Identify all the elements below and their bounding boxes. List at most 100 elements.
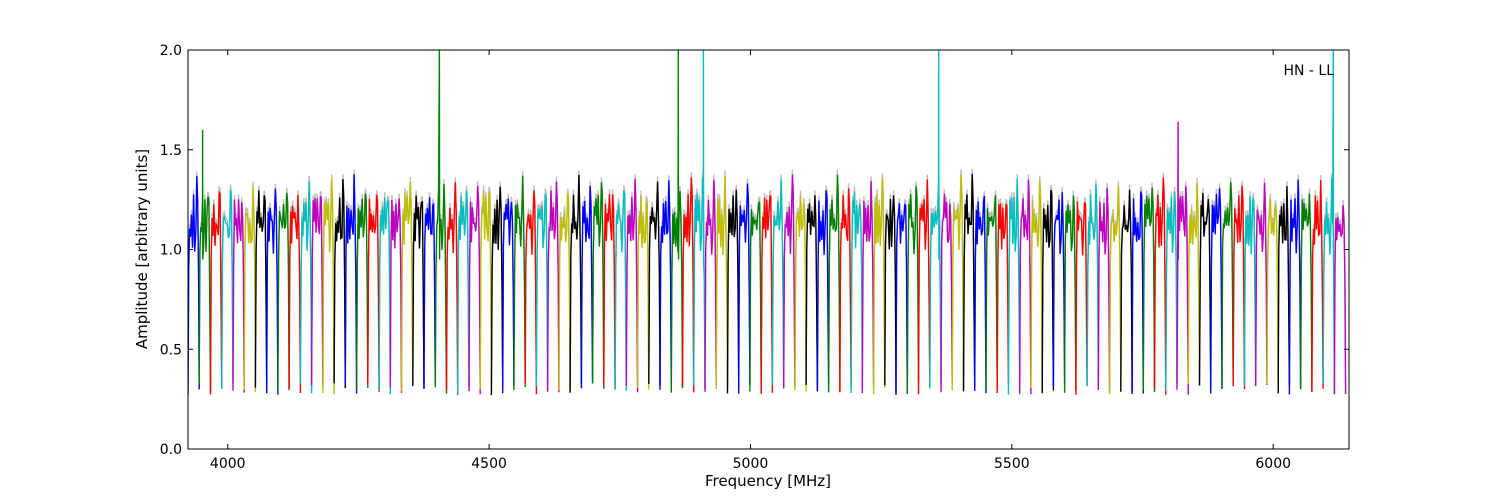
channel-line [996, 203, 1010, 394]
channel-line [1176, 121, 1190, 395]
channel-line [412, 195, 425, 389]
channel-line [1142, 187, 1156, 393]
channel-line [603, 194, 616, 390]
channel-line [917, 179, 931, 395]
channel-line [513, 175, 526, 391]
channel-line [704, 179, 717, 392]
channel-line [962, 173, 976, 392]
channel-line [715, 175, 729, 390]
channel-line [546, 181, 560, 393]
channel-line [1153, 177, 1167, 395]
channel-line [355, 193, 369, 390]
channel-line [310, 196, 324, 386]
background-channel-line [378, 192, 391, 390]
channel-line [1030, 180, 1043, 391]
background-channel-line [985, 190, 998, 385]
background-channel-line [749, 196, 762, 389]
background-channel-line [1075, 196, 1088, 390]
y-axis-label: Amplitude [arbitrary units] [133, 149, 151, 349]
channel-line [940, 193, 953, 393]
channel-line [1209, 188, 1223, 394]
channel-line [1108, 186, 1122, 395]
channel-line [749, 201, 762, 394]
background-channel-line [614, 185, 627, 386]
channel-line [1086, 184, 1100, 387]
channel-line [1007, 178, 1021, 395]
x-tick-label: 5000 [733, 456, 769, 472]
channel-line [333, 178, 346, 389]
channel-line [839, 188, 852, 392]
channel-line [243, 186, 257, 392]
channel-line [1052, 192, 1066, 387]
channel-line [400, 181, 414, 392]
channel-line [648, 181, 661, 386]
background-channel-line [423, 192, 436, 384]
channel-line [535, 193, 549, 391]
channel-line [1131, 191, 1145, 395]
channel-line [389, 198, 403, 393]
channel-line [929, 50, 942, 389]
channel-line [951, 174, 965, 392]
background-channel-line [1131, 186, 1145, 390]
channel-line [209, 190, 223, 395]
channel-line [906, 186, 920, 395]
background-channel-line [254, 185, 268, 388]
channel-line [1333, 205, 1347, 395]
panel-annotation: HN - LL [1283, 63, 1334, 79]
channel-line [693, 50, 706, 389]
channel-line [445, 182, 459, 395]
background-channel-line [412, 190, 425, 385]
channel-line [1165, 191, 1178, 391]
channel-line [1097, 187, 1111, 392]
y-tick-label: 0.5 [160, 342, 182, 358]
background-channel-line [895, 198, 908, 390]
channel-line [322, 179, 335, 395]
channel-line [816, 190, 830, 390]
channel-line [805, 195, 819, 392]
channel-line [569, 174, 583, 393]
background-channel-line [355, 188, 369, 385]
channel-line [726, 189, 740, 394]
x-tick-label: 6000 [1255, 456, 1291, 472]
channel-line [1063, 195, 1077, 393]
channel-line [288, 194, 302, 394]
channel-line [636, 195, 650, 390]
channel-line [423, 197, 436, 389]
channel-line [1322, 50, 1336, 394]
channel-line [783, 174, 796, 389]
x-tick-label: 4000 [210, 456, 246, 472]
y-tick-label: 1.5 [160, 143, 182, 159]
y-tick-label: 2.0 [160, 43, 182, 59]
series-layer [188, 50, 1347, 396]
channel-line [502, 198, 515, 394]
channel-line [659, 180, 672, 390]
channel-line [1288, 179, 1302, 395]
channel-line [1075, 201, 1088, 395]
channel-line [198, 129, 212, 393]
channel-line [771, 179, 785, 387]
channel-line [277, 192, 290, 392]
background-channel-line [974, 190, 987, 389]
channel-line [974, 195, 987, 394]
channel-line [794, 195, 807, 392]
background-channel-line [760, 190, 774, 389]
background-channel-line [636, 190, 650, 385]
channel-line [266, 188, 279, 395]
channel-line [1019, 179, 1032, 395]
channel-line [457, 190, 470, 394]
channel-line [884, 195, 897, 395]
background-channel-line [367, 189, 380, 387]
channel-line [558, 193, 571, 392]
channel-line [479, 190, 493, 390]
channel-line [1187, 182, 1201, 386]
channel-line [1232, 185, 1246, 390]
x-axis-label: Frequency [MHz] [705, 472, 831, 490]
channel-line [738, 183, 751, 394]
channel-line [468, 185, 481, 395]
channel-line [434, 50, 448, 394]
channel-line [1120, 189, 1133, 393]
channel-line [614, 190, 627, 391]
background-channel-line [198, 190, 212, 388]
y-tick-label: 0.0 [160, 442, 182, 458]
